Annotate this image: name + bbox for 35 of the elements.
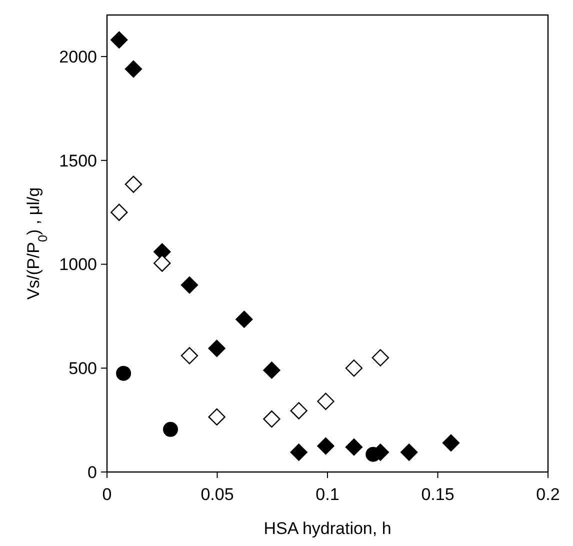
point [154,254,171,272]
point [110,31,128,49]
y-tick-label: 1500 [59,151,97,170]
x-tick-label: 0.1 [316,485,340,504]
point [236,310,253,328]
y-tick-label: 2000 [59,47,97,66]
point [208,340,226,357]
point [345,360,363,377]
point [116,366,132,381]
point [124,60,142,78]
x-tick-label: 0.05 [200,485,234,504]
x-tick-label: 0.2 [536,485,560,504]
point [442,434,460,452]
y-tick-label: 1000 [59,255,97,274]
point [317,392,334,410]
x-tick-label: 0.15 [421,485,454,504]
point [180,347,198,364]
point [263,410,280,428]
point [180,276,198,294]
x-tick-label: 0 [102,485,112,504]
x-axis-title: HSA hydration, h [264,519,392,538]
point [366,446,381,462]
point [290,402,308,420]
point [208,408,226,426]
y-tick-label: 500 [68,359,97,378]
point [124,176,142,193]
point [372,349,390,366]
point [163,422,178,437]
point [400,444,418,461]
y-tick-label: 0 [88,462,97,482]
point [290,444,308,461]
point [317,437,334,455]
point [110,204,128,221]
point [263,362,280,379]
point [345,438,363,456]
